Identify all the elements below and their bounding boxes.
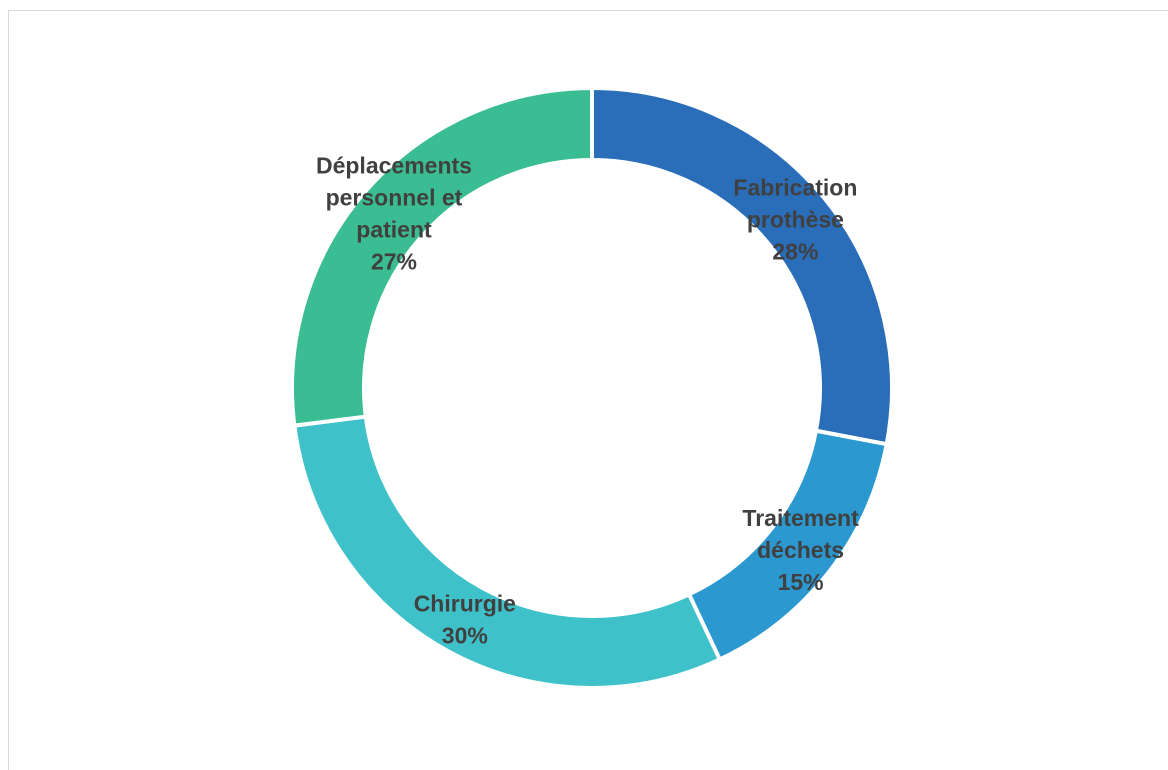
slice-label-fabrication-prothese: Fabrication prothèse 28% bbox=[733, 175, 857, 265]
slice-value-label: 15% bbox=[778, 569, 824, 595]
slice-deplacements-personnel-et-patient bbox=[290, 85, 594, 428]
slice-value-label: 27% bbox=[371, 248, 417, 274]
slice-category-label: Fabrication bbox=[733, 175, 857, 201]
slice-chirurgie bbox=[292, 414, 723, 690]
donut-labels: Fabrication prothèse 28% Traitement déchets 1… bbox=[316, 152, 859, 648]
slice-category-label: Déplacements bbox=[316, 152, 472, 178]
slice-category-label: Traitement bbox=[742, 505, 859, 531]
slice-category-label: déchets bbox=[757, 537, 844, 563]
slice-fabrication-prothese bbox=[590, 85, 894, 447]
donut-slices bbox=[290, 85, 894, 690]
slice-label-chirurgie: Chirurgie 30% bbox=[414, 590, 516, 648]
slice-label-traitement-dechets: Traitement déchets 15% bbox=[742, 505, 859, 595]
slice-value-label: 28% bbox=[772, 239, 818, 265]
slice-value-label: 30% bbox=[442, 622, 488, 648]
slice-label-deplacements-personnel-et-patient: Déplacements personnel et patient 27% bbox=[316, 152, 472, 274]
slice-category-label: patient bbox=[356, 216, 432, 242]
slice-category-label: Chirurgie bbox=[414, 590, 516, 616]
slice-category-label: personnel et bbox=[326, 184, 463, 210]
slice-category-label: prothèse bbox=[747, 207, 844, 233]
